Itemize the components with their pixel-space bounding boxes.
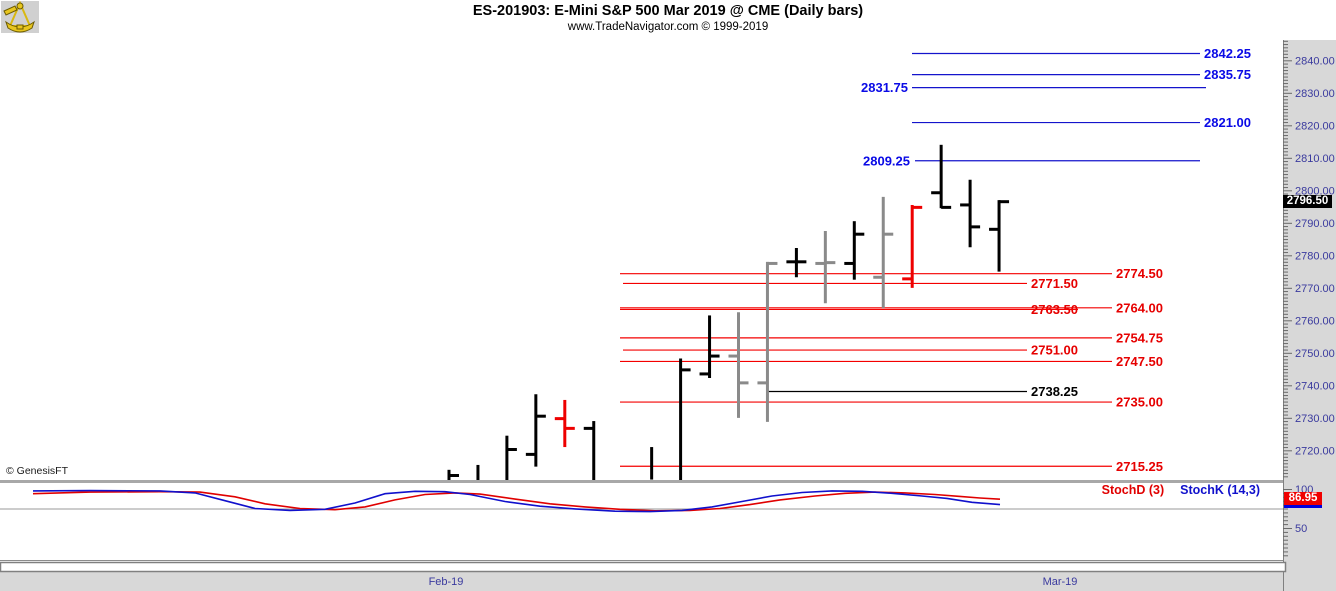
stochd-curve — [32, 490, 1001, 512]
svg-text:2780.00: 2780.00 — [1295, 250, 1335, 262]
svg-text:2754.75: 2754.75 — [1116, 330, 1163, 345]
ohlc-bar — [699, 315, 720, 378]
price-level-2763.50[interactable]: 2763.50 — [620, 302, 1078, 317]
price-level-2835.75[interactable]: 2835.75 — [912, 67, 1251, 82]
svg-text:2715.25: 2715.25 — [1116, 459, 1163, 474]
svg-text:2830.00: 2830.00 — [1295, 88, 1335, 100]
svg-text:2740.00: 2740.00 — [1295, 380, 1335, 392]
chart-title: ES-201903: E-Mini S&P 500 Mar 2019 @ CME… — [472, 3, 864, 19]
svg-text:2820.00: 2820.00 — [1295, 120, 1335, 132]
price-level-2764.00[interactable]: 2764.00 — [620, 300, 1163, 315]
price-axis-labels: 2840.00 2830.00 2820.00 2810.00 2800.00 2790.… — [1295, 55, 1335, 457]
svg-text:2747.50: 2747.50 — [1116, 354, 1163, 369]
price-axis-ticks — [1283, 40, 1292, 478]
price-level-2747.50[interactable]: 2747.50 — [620, 354, 1163, 369]
price-level-2771.50[interactable]: 2771.50 — [623, 276, 1078, 291]
price-level-2821.00[interactable]: 2821.00 — [912, 115, 1251, 130]
price-level-2735.00[interactable]: 2735.00 — [620, 395, 1163, 410]
svg-text:2770.00: 2770.00 — [1295, 283, 1335, 295]
price-level-2738.25[interactable]: 2738.25 — [768, 384, 1078, 399]
ohlc-bar — [728, 312, 749, 418]
stoch-axis-label: 50 — [1295, 523, 1307, 535]
svg-text:2790.00: 2790.00 — [1295, 218, 1335, 230]
svg-text:2835.75: 2835.75 — [1204, 67, 1251, 82]
stoch-legend: StochD (3) StochK (14,3) — [998, 483, 1260, 497]
price-level-2774.50[interactable]: 2774.50 — [620, 266, 1163, 281]
svg-text:2738.25: 2738.25 — [1031, 384, 1078, 399]
price-level-2751.00[interactable]: 2751.00 — [623, 343, 1078, 358]
ohlc-bar — [525, 394, 546, 467]
svg-text:2810.00: 2810.00 — [1295, 153, 1335, 165]
ohlc-bar — [583, 421, 596, 480]
svg-text:2735.00: 2735.00 — [1116, 395, 1163, 410]
ohlc-bar — [960, 179, 981, 248]
svg-text:2730.00: 2730.00 — [1295, 413, 1335, 425]
chart-subtitle: www.TradeNavigator.com © 1999-2019 — [567, 21, 769, 33]
date-axis-strip[interactable] — [0, 572, 1336, 591]
ohlc-bar — [554, 399, 575, 448]
svg-text:2720.00: 2720.00 — [1295, 445, 1335, 457]
ohlc-bar — [757, 261, 778, 422]
svg-text:2760.00: 2760.00 — [1295, 315, 1335, 327]
stoch-value-badge: 86.95 — [1284, 492, 1322, 505]
price-level-2831.75[interactable]: 2831.75 — [861, 80, 1206, 95]
ohlc-bar — [931, 144, 952, 209]
ohlc-bar — [505, 435, 517, 480]
ohlc-bar — [815, 230, 836, 304]
price-level-2809.25[interactable]: 2809.25 — [863, 153, 1200, 168]
svg-text:2821.00: 2821.00 — [1204, 115, 1251, 130]
price-level-2842.25[interactable]: 2842.25 — [912, 46, 1251, 61]
svg-text:2842.25: 2842.25 — [1204, 46, 1251, 61]
stochk-curve — [32, 489, 1001, 513]
genesis-watermark: © GenesisFT — [6, 465, 69, 477]
x-axis-label-Mar-19[interactable]: Mar-19 — [1043, 576, 1078, 588]
stochk-legend-label[interactable]: StochK (14,3) — [1180, 483, 1260, 497]
ohlc-bar — [679, 358, 691, 480]
last-price-badge: 2796.50 — [1283, 195, 1332, 208]
price-level-2754.75[interactable]: 2754.75 — [620, 330, 1163, 345]
svg-text:2809.25: 2809.25 — [863, 153, 910, 168]
ohlc-bar — [873, 196, 894, 309]
svg-text:2750.00: 2750.00 — [1295, 348, 1335, 360]
svg-text:2764.00: 2764.00 — [1116, 300, 1163, 315]
ohlc-bar — [786, 248, 807, 278]
ohlc-bars — [447, 144, 1010, 480]
svg-text:2751.00: 2751.00 — [1031, 343, 1078, 358]
horizontal-scrollbar[interactable] — [0, 561, 1287, 573]
stochd-legend-label[interactable]: StochD (3) — [1101, 483, 1165, 497]
x-axis-label-Feb-19[interactable]: Feb-19 — [429, 576, 464, 588]
svg-text:2800.00: 2800.00 — [1295, 185, 1335, 197]
svg-text:2831.75: 2831.75 — [861, 80, 908, 95]
genesis-sextant-logo-icon — [1, 0, 39, 33]
panel-divider[interactable] — [0, 480, 1283, 483]
svg-text:2774.50: 2774.50 — [1116, 266, 1163, 281]
ohlc-bar — [447, 469, 459, 480]
stoch-k-badge-edge — [1284, 505, 1322, 508]
ohlc-bar — [902, 204, 923, 288]
ohlc-bar — [989, 200, 1010, 272]
svg-text:2840.00: 2840.00 — [1295, 55, 1335, 67]
svg-text:2771.50: 2771.50 — [1031, 276, 1078, 291]
price-level-2715.25[interactable]: 2715.25 — [620, 459, 1163, 474]
ohlc-bar — [844, 221, 865, 280]
